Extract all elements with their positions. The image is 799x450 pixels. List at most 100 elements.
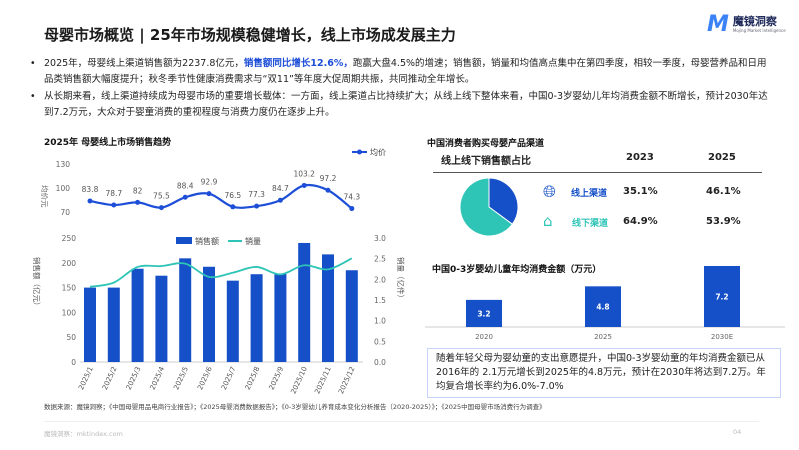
sales-bar (203, 266, 215, 362)
x-tick: 2025/12 (337, 365, 357, 395)
x-tick: 2025 (594, 333, 612, 341)
sales-bar (107, 287, 120, 362)
volume-axis-tick: 3.0 (374, 234, 386, 243)
legend-volume-label: 销量 (245, 236, 261, 246)
source-note: 数据来源：魔镜洞察；《中国母婴用品电商行业报告》；《2025母婴消费数据报告》；… (44, 403, 546, 411)
spend-chart: 3.2 2020 4.8 2025 7.2 2030E (425, 266, 785, 341)
price-label: 77.3 (248, 190, 265, 199)
footer-site: 魔镜洞察：mktindex.com (44, 430, 123, 438)
sales-axis-tick: 200 (62, 259, 77, 268)
volume-line (89, 257, 353, 288)
bullet-1: • 2025年，母婴线上渠道销售额为2237.8亿元，销售额同比增长12.6%，跑… (30, 56, 770, 88)
trend-chart: 130 100 70 均价元 均价 83.8 78.7 82 75.5 88.4 92.9 76.5 7… (32, 147, 406, 395)
price-label: 78.7 (105, 189, 122, 198)
price-point (158, 205, 164, 211)
spend-bar (466, 299, 502, 327)
price-point (87, 198, 93, 204)
sales-axis-tick: 250 (62, 234, 77, 243)
channel-title: 中国消费者购买母婴产品渠道 (427, 139, 545, 149)
footer-divider (44, 421, 759, 422)
price-point (182, 194, 188, 200)
sales-bar (298, 242, 311, 362)
volume-axis-tick: 2.0 (374, 275, 386, 284)
price-label: 88.4 (177, 181, 194, 190)
logo: M 魔镜洞察 Mojing Market Intelligence (707, 12, 786, 37)
x-tick: 2025/1 (77, 365, 95, 391)
sales-bar (322, 254, 334, 362)
sales-bar (250, 274, 263, 362)
spend-chart-title: 中国0-3岁婴幼儿童年均消费金额（万元） (432, 265, 602, 275)
price-label: 82 (133, 186, 143, 195)
legend-sales-label: 销售额 (195, 236, 219, 246)
price-label: 97.2 (320, 174, 337, 183)
offline-2025: 53.9% (706, 216, 741, 227)
x-tick: 2025/3 (125, 365, 143, 391)
offline-label: 线下渠道 (572, 219, 609, 229)
spend-bar-label: 4.8 (596, 303, 609, 312)
price-label: 92.9 (201, 178, 218, 187)
price-axis-tick: 100 (56, 184, 71, 193)
price-point (349, 206, 355, 212)
online-2023: 35.1% (623, 186, 658, 197)
price-label: 75.5 (153, 192, 170, 201)
price-label: 83.8 (82, 185, 99, 194)
pie-slice (459, 177, 514, 237)
price-line (89, 183, 353, 210)
price-point (301, 182, 307, 188)
x-tick: 2020 (475, 333, 493, 341)
bullet-list: • 2025年，母婴线上渠道销售额为2237.8亿元，销售额同比增长12.6%，跑… (30, 56, 770, 121)
volume-axis-tick: 0.5 (374, 337, 386, 346)
channel-table-header: 线上线下销售额占比 (441, 156, 531, 167)
legend-sales-swatch (176, 237, 192, 244)
page-number: 04 (733, 428, 742, 436)
x-tick: 2025/7 (220, 365, 238, 391)
sales-axis-label: 销售额（亿元） (32, 257, 42, 310)
volume-axis-tick: 0.0 (374, 358, 386, 367)
online-label: 线上渠道 (571, 189, 608, 199)
price-axis-label: 均价元 (40, 185, 50, 208)
bullet-text: 跑赢大盘4.5%的增速；销售额，销量和均值高点集中在第四季度，相较一季度，母婴营… (44, 58, 767, 85)
x-tick: 2025/8 (244, 365, 262, 391)
price-axis-tick: 130 (56, 160, 71, 169)
divider (433, 172, 762, 173)
x-tick: 2025/9 (268, 365, 286, 391)
bullet-text: 2025年，母婴线上渠道销售额为2237.8亿元， (44, 58, 244, 69)
sales-axis-tick: 50 (66, 333, 76, 342)
volume-axis-tick: 1.5 (374, 296, 386, 305)
sales-bar (131, 268, 144, 362)
x-tick: 2025/5 (172, 365, 190, 391)
legend-price-marker (357, 149, 362, 155)
x-tick: 2030E (711, 333, 733, 341)
x-tick: 2025/11 (313, 365, 333, 395)
volume-axis-tick: 1.0 (374, 317, 386, 326)
spend-bar (704, 266, 740, 327)
logo-cn: 魔镜洞察 (732, 15, 777, 28)
trend-chart-title: 2025年 母婴线上市场销售趋势 (44, 138, 172, 148)
x-tick: 2025/6 (196, 365, 214, 391)
x-tick: 2025/4 (149, 365, 167, 391)
year-2025: 2025 (708, 152, 736, 163)
sales-bar (179, 258, 192, 362)
price-point (230, 204, 236, 210)
bullet-text: 从长期来看，线上渠道持续成为母婴市场的重要增长载体：一方面，线上渠道占比持续扩大… (44, 91, 768, 118)
channel-pie (459, 177, 519, 237)
price-point (254, 203, 260, 209)
globe-laptop-icon: 🌐︎ (543, 182, 556, 201)
price-label: 103.2 (293, 169, 315, 178)
logo-en: Mojing Market Intelligence (732, 28, 786, 33)
price-point (111, 202, 117, 208)
x-tick: 2025/10 (289, 365, 309, 395)
sales-bar (226, 280, 239, 362)
bullet-dot: • (30, 58, 36, 69)
price-axis-tick: 70 (60, 208, 70, 217)
legend-price-label: 均价 (370, 147, 386, 157)
sales-bar (84, 287, 96, 362)
sales-bar (274, 273, 287, 362)
storefront-icon: ⌂ (543, 212, 553, 230)
price-point (206, 191, 212, 197)
offline-2023: 64.9% (623, 216, 658, 227)
sales-bar (155, 275, 168, 362)
sales-axis-tick: 100 (62, 308, 77, 317)
x-tick: 2025/2 (101, 365, 119, 391)
year-2023: 2023 (626, 152, 654, 163)
